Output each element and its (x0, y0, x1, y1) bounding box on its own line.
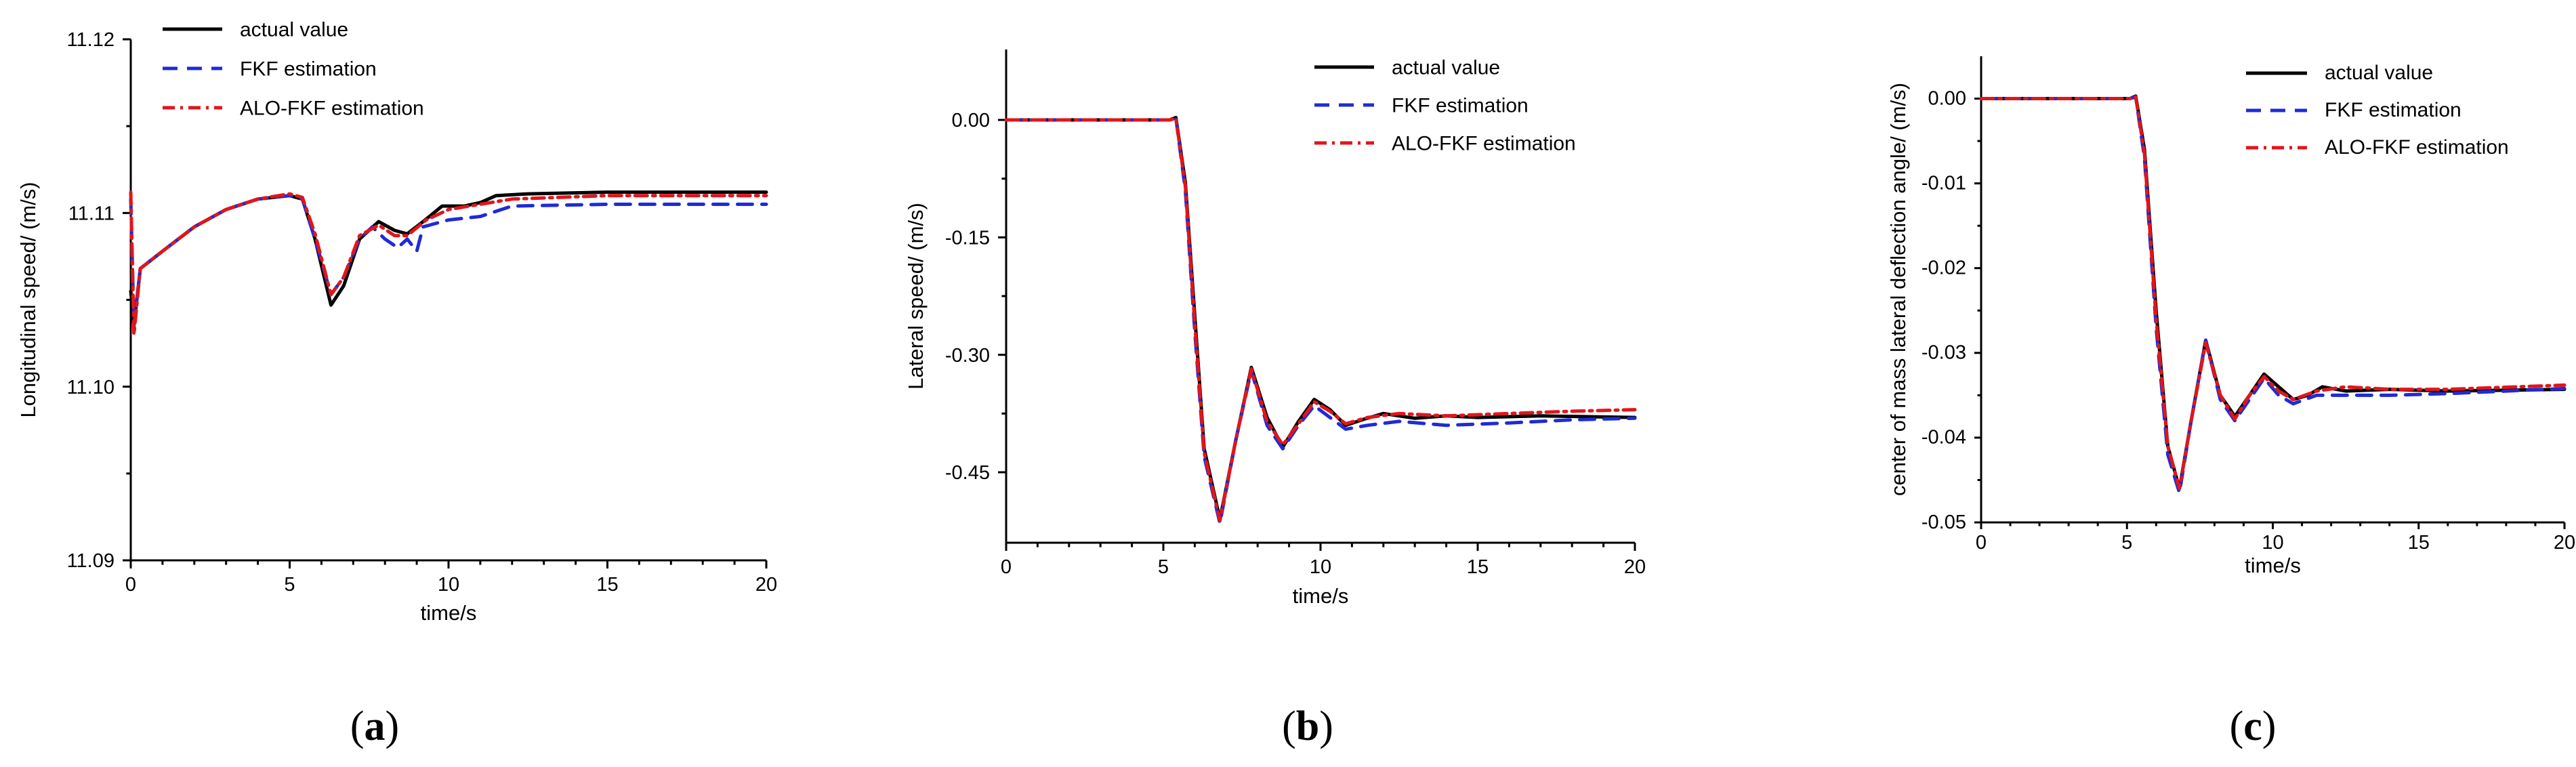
y-tick-label: -0.45 (945, 462, 990, 484)
x-tick-label: 20 (2554, 532, 2575, 554)
x-axis-label: time/s (2245, 554, 2301, 577)
panel-label: (b) (1282, 703, 1333, 749)
y-tick-label: -0.03 (1921, 342, 1966, 364)
legend-label: actual value (2325, 62, 2433, 84)
series-line-alo-fkf-estimation (1979, 95, 2567, 491)
y-tick-label: -0.04 (1921, 427, 1966, 449)
y-tick-label: -0.30 (945, 345, 990, 367)
legend-label: FKF estimation (240, 58, 377, 81)
series-line-fkf-estimation (1004, 117, 1637, 525)
legend-label: actual value (1392, 57, 1500, 79)
legend-label: ALO-FKF estimation (1392, 133, 1576, 155)
y-tick-label: -0.15 (945, 227, 990, 249)
x-tick-label: 5 (1158, 556, 1169, 578)
x-axis-label: time/s (421, 601, 477, 625)
x-axis-label: time/s (1293, 584, 1349, 608)
y-tick-label: 0.00 (1928, 87, 1966, 109)
series-line-alo-fkf-estimation (129, 190, 768, 337)
x-tick-label: 0 (125, 574, 136, 596)
chart-panel-c: 0 5 10 15 20 0.00 -0.01 -0.02 -0.03 -0.04 -0.05 tim… (1886, 56, 2575, 749)
x-tick-label: 5 (284, 574, 295, 596)
y-tick-label: 11.12 (67, 29, 115, 51)
y-axis-label: Longitudinal speed/ (m/s) (16, 182, 40, 417)
y-tick-label: 11.10 (67, 377, 115, 398)
x-tick-label: 0 (1976, 532, 1987, 554)
x-tick-label: 5 (2121, 532, 2132, 554)
chart-panel-b: 0 5 10 15 20 0.00 -0.15 -0.30 -0.45 time/s Lateral… (904, 49, 1646, 749)
x-tick-label: 10 (2262, 532, 2283, 554)
x-tick-label: 15 (596, 574, 618, 596)
y-axis-label: Lateral speed/ (m/s) (904, 203, 928, 390)
x-tick-label: 0 (1001, 556, 1012, 578)
x-tick-label: 10 (1310, 556, 1331, 578)
chart-panel-a: 0 5 10 15 20 11.09 11.10 11.11 11.12 time/s Longit… (16, 19, 777, 750)
series-line-alo-fkf-estimation (1004, 117, 1637, 523)
y-tick-label: 11.11 (68, 203, 115, 224)
x-tick-label: 15 (2408, 532, 2430, 554)
y-tick-label: 11.09 (67, 550, 115, 572)
y-tick-label: -0.01 (1921, 172, 1966, 194)
x-tick-label: 20 (755, 574, 777, 596)
legend-label: actual value (240, 19, 348, 41)
x-tick-label: 20 (1624, 556, 1646, 578)
y-tick-label: -0.02 (1921, 257, 1966, 278)
legend-label: ALO-FKF estimation (2325, 136, 2509, 159)
x-tick-label: 15 (1467, 556, 1489, 578)
legend-label: ALO-FKF estimation (240, 98, 424, 120)
x-tick-label: 10 (438, 574, 459, 596)
y-tick-label: -0.05 (1921, 512, 1966, 533)
panel-label: (a) (350, 703, 399, 749)
legend-label: FKF estimation (2325, 99, 2461, 121)
y-tick-label: 0.00 (952, 110, 990, 131)
y-axis-label: center of mass lateral deflection angle/… (1886, 83, 1910, 496)
panel-label: (c) (2230, 703, 2277, 749)
legend-label: FKF estimation (1392, 95, 1529, 117)
